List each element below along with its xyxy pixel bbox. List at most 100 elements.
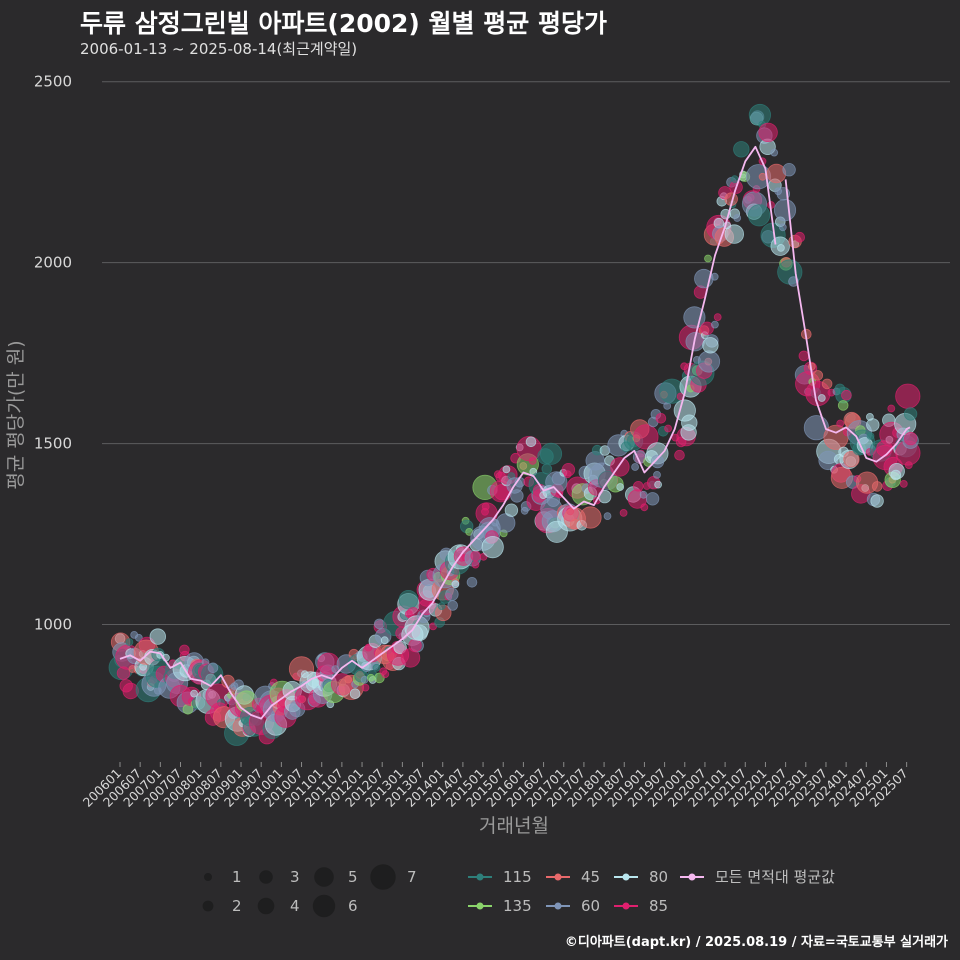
data-point bbox=[470, 550, 482, 562]
data-point bbox=[437, 602, 446, 610]
data-point bbox=[674, 449, 685, 461]
data-point bbox=[541, 463, 553, 475]
data-point bbox=[890, 469, 902, 481]
data-point bbox=[836, 419, 845, 428]
size-legend-label: 3 bbox=[290, 868, 300, 886]
data-point bbox=[700, 321, 714, 336]
data-point bbox=[603, 512, 612, 520]
data-point bbox=[817, 394, 826, 402]
size-legend-marker bbox=[202, 900, 214, 912]
data-point bbox=[812, 370, 824, 381]
data-point bbox=[778, 223, 787, 232]
data-point bbox=[903, 407, 918, 421]
data-point bbox=[733, 214, 742, 222]
color-legend-swatch-dot bbox=[476, 873, 484, 881]
data-point bbox=[381, 670, 390, 678]
grid-lines bbox=[102, 81, 950, 625]
data-point bbox=[349, 688, 361, 699]
data-point bbox=[451, 580, 460, 589]
data-point bbox=[653, 470, 661, 479]
size-legend-marker bbox=[370, 864, 396, 890]
data-point bbox=[681, 414, 698, 431]
data-point bbox=[616, 483, 625, 491]
data-point bbox=[650, 454, 665, 469]
data-point bbox=[895, 383, 921, 409]
data-point bbox=[502, 465, 511, 474]
size-legend-marker bbox=[259, 870, 273, 884]
data-point bbox=[704, 254, 712, 263]
data-point bbox=[837, 400, 849, 411]
data-point bbox=[380, 636, 389, 645]
data-point bbox=[904, 431, 918, 446]
data-point bbox=[871, 481, 883, 492]
color-legend-swatch-dot bbox=[476, 902, 484, 910]
data-point bbox=[711, 320, 719, 329]
data-point bbox=[841, 389, 852, 401]
data-point bbox=[504, 503, 519, 517]
color-legend-label: 85 bbox=[649, 897, 668, 915]
data-point bbox=[645, 492, 660, 506]
y-axis-label: 평균 평당가(만 원) bbox=[5, 340, 27, 489]
data-point bbox=[149, 628, 167, 645]
data-point bbox=[798, 350, 810, 362]
data-point bbox=[713, 313, 722, 322]
data-point bbox=[510, 489, 524, 503]
y-tick-label: 2500 bbox=[34, 73, 72, 91]
credit-text: ©디아파트(dapt.kr) / 2025.08.19 / 자료=국토교통부 실… bbox=[564, 935, 948, 950]
data-point bbox=[471, 560, 480, 569]
data-point bbox=[773, 199, 797, 222]
size-legend-label: 6 bbox=[348, 897, 358, 915]
data-point bbox=[525, 436, 537, 448]
color-legend-swatch-dot bbox=[688, 873, 696, 881]
data-point bbox=[633, 424, 659, 450]
data-point bbox=[770, 148, 779, 157]
average-line-segment bbox=[119, 145, 777, 720]
data-point bbox=[730, 175, 739, 184]
color-legend-label: 45 bbox=[581, 868, 600, 886]
data-point bbox=[899, 479, 908, 488]
data-point bbox=[619, 509, 628, 517]
data-point bbox=[870, 494, 884, 508]
data-point bbox=[777, 243, 785, 252]
color-legend-label: 115 bbox=[503, 868, 532, 886]
data-point bbox=[724, 224, 745, 244]
data-point bbox=[398, 590, 419, 610]
chart-subtitle: 2006-01-13 ~ 2025-08-14(최근계약일) bbox=[80, 40, 358, 58]
data-points bbox=[108, 103, 921, 746]
color-legend-swatch-dot bbox=[554, 902, 562, 910]
data-point bbox=[125, 638, 134, 646]
data-point bbox=[411, 624, 429, 642]
data-point bbox=[631, 463, 639, 471]
data-point bbox=[866, 418, 880, 432]
y-axis-ticks: 1000 1500 2000 2500 bbox=[34, 73, 72, 634]
average-line bbox=[119, 145, 911, 720]
average-line-segment bbox=[784, 179, 911, 463]
data-point bbox=[887, 404, 896, 413]
data-point bbox=[758, 172, 767, 181]
size-legend-marker bbox=[257, 897, 275, 915]
data-point bbox=[747, 204, 771, 227]
x-axis-label: 거래년월 bbox=[479, 815, 549, 837]
data-point bbox=[654, 480, 662, 489]
data-point bbox=[481, 535, 504, 559]
data-point bbox=[821, 378, 833, 390]
data-point bbox=[866, 432, 875, 440]
data-point bbox=[794, 231, 805, 243]
data-point bbox=[632, 480, 644, 492]
data-point bbox=[373, 618, 385, 630]
size-legend-label: 2 bbox=[232, 897, 242, 915]
data-point bbox=[445, 587, 459, 602]
data-point bbox=[639, 490, 648, 499]
data-point bbox=[702, 337, 719, 354]
data-point bbox=[843, 451, 860, 468]
x-axis-ticks: 2006012006072007012007072008012008072009… bbox=[80, 762, 911, 810]
data-point bbox=[528, 456, 537, 465]
color-legend-label: 80 bbox=[649, 868, 668, 886]
data-point bbox=[481, 507, 489, 516]
chart-title: 두류 삼정그린빌 아파트(2002) 월별 평균 평당가 bbox=[80, 9, 607, 38]
data-point bbox=[655, 412, 667, 424]
data-point bbox=[579, 506, 602, 529]
data-point bbox=[904, 461, 913, 470]
color-legend-swatch-dot bbox=[622, 873, 630, 881]
